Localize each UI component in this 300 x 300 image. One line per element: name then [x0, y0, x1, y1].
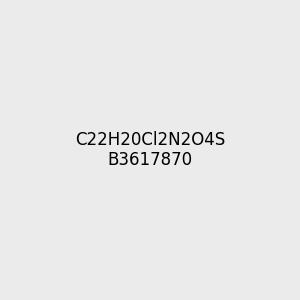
- Text: C22H20Cl2N2O4S
B3617870: C22H20Cl2N2O4S B3617870: [75, 130, 225, 170]
